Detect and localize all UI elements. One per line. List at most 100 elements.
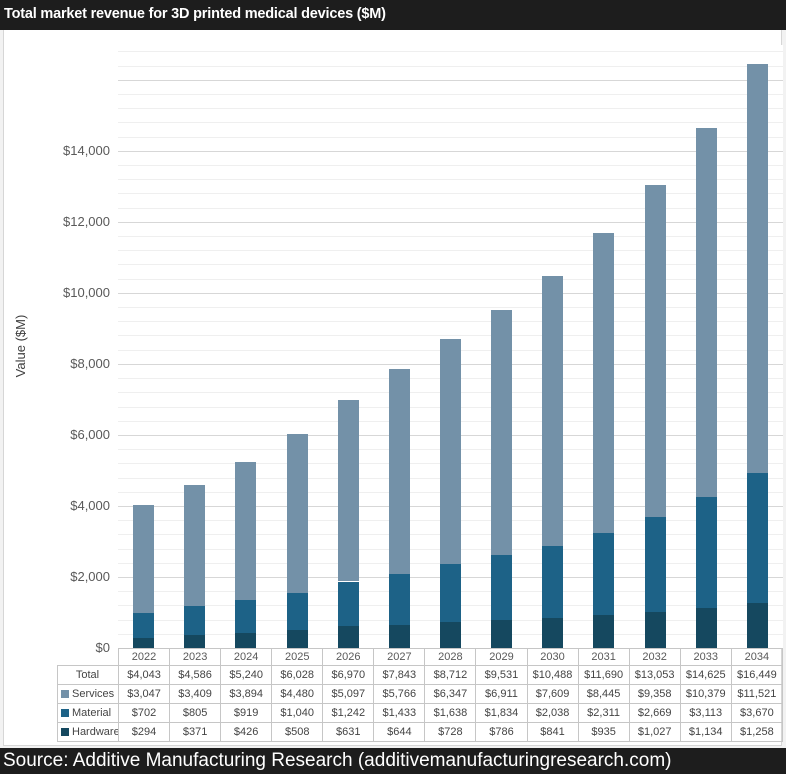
total-value-2023: $4,586 [169, 665, 222, 685]
services-value-2032: $9,358 [628, 684, 681, 704]
bar-segment-material-2028 [440, 564, 461, 622]
row-label-total: Total [57, 665, 119, 685]
y-tick-label: $4,000 [70, 497, 110, 513]
bar-segment-services-2029 [491, 310, 512, 555]
bar-segment-hardware-2034 [747, 603, 768, 648]
total-value-2027: $7,843 [373, 665, 426, 685]
minor-gridline [118, 165, 783, 166]
services-value-2026: $5,097 [322, 684, 375, 704]
bar-segment-services-2031 [593, 233, 614, 533]
material-value-2033: $3,113 [679, 703, 732, 723]
total-value-2031: $11,690 [577, 665, 630, 685]
bar-segment-hardware-2031 [593, 615, 614, 648]
hardware-value-2034: $1,258 [730, 722, 784, 742]
year-header-2024: 2024 [220, 648, 273, 666]
plot-area [118, 45, 783, 648]
hardware-value-2026: $631 [322, 722, 375, 742]
y-tick-label: $6,000 [70, 426, 110, 442]
minor-gridline [118, 108, 783, 109]
bar-segment-services-2034 [747, 64, 768, 473]
minor-gridline [118, 250, 783, 251]
services-value-2022: $3,047 [117, 684, 171, 704]
material-value-2022: $702 [117, 703, 171, 723]
bar-segment-services-2025 [287, 434, 308, 593]
bar-segment-services-2032 [645, 185, 666, 517]
minor-gridline [118, 179, 783, 180]
year-header-2032: 2032 [628, 648, 681, 666]
hardware-value-2024: $426 [220, 722, 273, 742]
bar-segment-services-2033 [696, 128, 717, 497]
total-value-2029: $9,531 [475, 665, 528, 685]
material-value-2025: $1,040 [271, 703, 324, 723]
services-value-2030: $7,609 [526, 684, 579, 704]
material-value-2024: $919 [220, 703, 273, 723]
hardware-value-2028: $728 [424, 722, 477, 742]
bar-segment-material-2026 [338, 582, 359, 626]
bar-segment-material-2032 [645, 517, 666, 612]
table-corner-cell [58, 649, 119, 666]
total-value-2028: $8,712 [424, 665, 477, 685]
material-value-2030: $2,038 [526, 703, 579, 723]
legend-swatch-hardware [61, 728, 69, 736]
bar-segment-services-2024 [235, 462, 256, 600]
bar-segment-services-2022 [133, 505, 154, 613]
legend-swatch-material [61, 709, 69, 717]
hardware-value-2031: $935 [577, 722, 630, 742]
services-value-2027: $5,766 [373, 684, 426, 704]
major-gridline [118, 151, 783, 152]
y-axis-title: Value ($M) [13, 314, 28, 378]
bar-segment-hardware-2024 [235, 633, 256, 648]
services-value-2029: $6,911 [475, 684, 528, 704]
minor-gridline [118, 279, 783, 280]
bar-segment-hardware-2023 [184, 635, 205, 648]
bar-segment-material-2022 [133, 613, 154, 638]
year-header-2022: 2022 [117, 648, 171, 666]
year-header-row: 2022 2023 2024 2025 2026 2027 2028 2029 2030 2031… [58, 648, 784, 666]
bar-segment-hardware-2027 [389, 625, 410, 648]
services-value-2034: $11,521 [730, 684, 784, 704]
services-value-2023: $3,409 [169, 684, 222, 704]
bar-segment-hardware-2022 [133, 638, 154, 648]
bar-segment-material-2033 [696, 497, 717, 608]
material-value-2031: $2,311 [577, 703, 630, 723]
total-value-2033: $14,625 [679, 665, 732, 685]
material-value-2032: $2,669 [628, 703, 681, 723]
bar-segment-hardware-2029 [491, 620, 512, 648]
bar-segment-hardware-2033 [696, 608, 717, 648]
services-value-2033: $10,379 [679, 684, 732, 704]
bar-segment-services-2026 [338, 400, 359, 581]
material-value-2034: $3,670 [730, 703, 784, 723]
bar-segment-hardware-2030 [542, 618, 563, 648]
total-value-2026: $6,970 [322, 665, 375, 685]
y-tick-label: $2,000 [70, 568, 110, 584]
source-attribution: Source: Additive Manufacturing Research … [0, 748, 786, 774]
hardware-value-2033: $1,134 [679, 722, 732, 742]
hardware-value-2025: $508 [271, 722, 324, 742]
minor-gridline [118, 264, 783, 265]
hardware-value-2027: $644 [373, 722, 426, 742]
row-label-material: Material [57, 703, 119, 723]
hardware-value-2022: $294 [117, 722, 171, 742]
minor-gridline [118, 236, 783, 237]
material-value-2026: $1,242 [322, 703, 375, 723]
total-value-2025: $6,028 [271, 665, 324, 685]
bar-segment-services-2023 [184, 485, 205, 606]
total-value-2030: $10,488 [526, 665, 579, 685]
total-value-2022: $4,043 [117, 665, 171, 685]
bar-segment-material-2024 [235, 600, 256, 633]
table-row-services: Services $3,047 $3,409 $3,894 $4,480 $5,097 $5… [57, 684, 784, 704]
minor-gridline [118, 307, 783, 308]
bar-segment-services-2027 [389, 369, 410, 574]
bar-segment-material-2027 [389, 574, 410, 625]
bar-segment-hardware-2026 [338, 626, 359, 648]
minor-gridline [118, 94, 783, 95]
table-row-hardware: Hardware $294 $371 $426 $508 $631 $644 $728 $786… [57, 722, 784, 742]
hardware-value-2029: $786 [475, 722, 528, 742]
minor-gridline [118, 122, 783, 123]
bar-segment-hardware-2025 [287, 630, 308, 648]
year-header-2030: 2030 [526, 648, 579, 666]
bar-segment-hardware-2028 [440, 622, 461, 648]
year-header-2031: 2031 [577, 648, 630, 666]
year-header-2033: 2033 [679, 648, 732, 666]
